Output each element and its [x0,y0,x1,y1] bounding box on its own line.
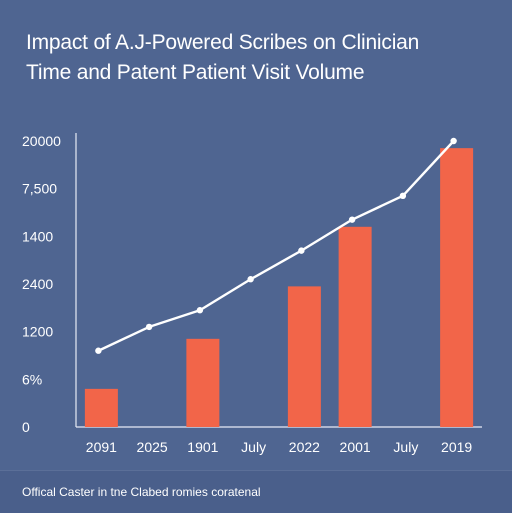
x-tick-label: July [241,439,266,455]
x-tick-label: 2091 [86,439,117,455]
line-point [95,347,102,354]
x-tick-label: 2001 [340,439,371,455]
bar-series [84,148,474,427]
line-point [450,137,457,145]
chart-title: Impact of A.J-Powered Scribes on Clinici… [26,28,496,88]
line-series [95,137,457,354]
y-tick-label: 6% [22,371,42,387]
bar [84,388,118,427]
line-point [348,216,356,223]
chart-title-line-2: Time and Patent Patient Visit Volume [26,61,365,84]
y-tick-label: 0 [22,419,30,435]
bar [287,286,321,427]
line-path [97,140,455,352]
bar [440,148,474,427]
line-point [196,307,204,314]
x-tick-label: July [393,439,418,455]
bar [186,338,220,427]
x-tick-label: 2025 [137,439,168,455]
line-point [247,276,254,283]
chart-title-line-1: Impact of A.J-Powered Scribes on Clinici… [26,31,420,54]
chart-plot: 0 6% 1200 2400 1400 7,500 20000 2091 2025 1901 Ju… [22,133,482,455]
x-tick-label: 2022 [289,439,320,455]
x-tick-label: 1901 [187,439,218,455]
footer-bar: Offical Caster in tne Clabed romies cora… [0,470,512,513]
line-point [399,192,407,200]
bar [338,226,372,427]
y-tick-label: 1200 [22,324,53,340]
y-tick-label: 20000 [22,133,61,149]
footer-note: Offical Caster in tne Clabed romies cora… [22,485,261,499]
y-tick-label: 7,500 [22,181,57,197]
chart-axes [75,133,482,428]
y-axis-ticks: 0 6% 1200 2400 1400 7,500 20000 [22,133,61,435]
x-tick-label: 2019 [441,439,472,455]
y-tick-label: 1400 [22,228,53,244]
line-point [298,247,305,254]
y-tick-label: 2400 [22,276,53,292]
x-axis-ticks: 2091 2025 1901 July 2022 2001 July 2019 [86,439,473,455]
line-point [145,323,153,331]
